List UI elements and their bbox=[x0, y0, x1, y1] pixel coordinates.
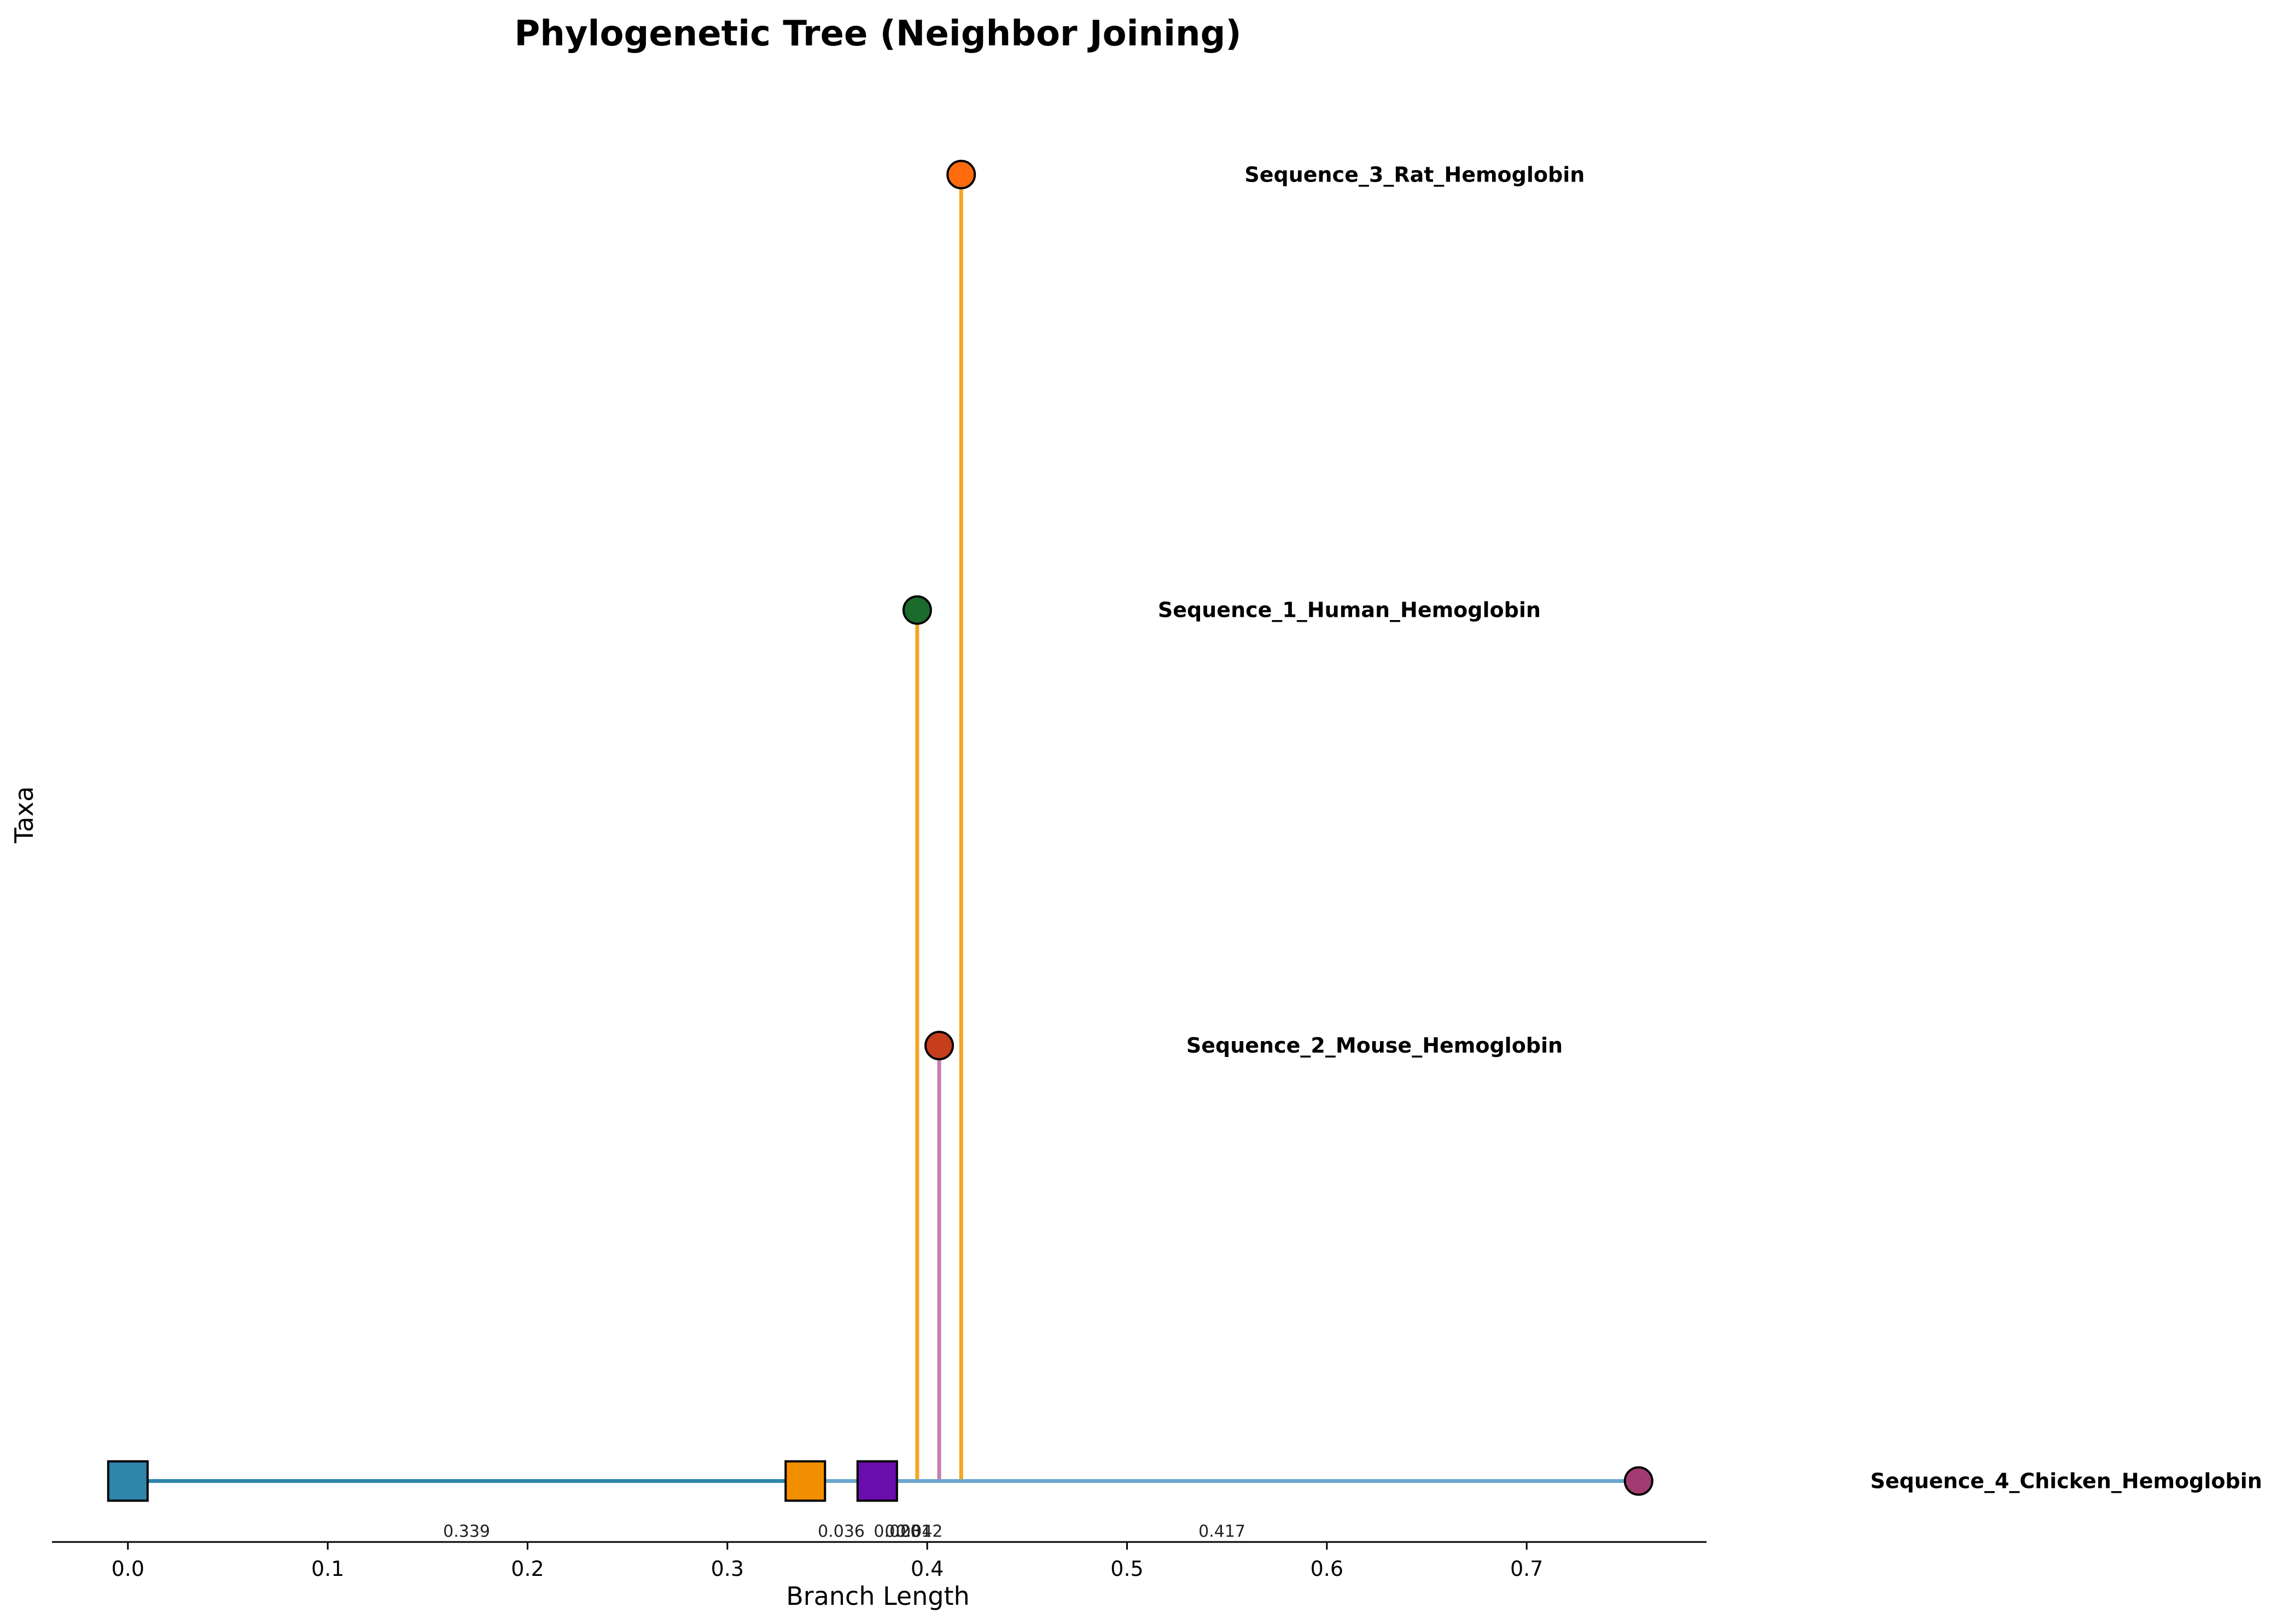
branch-length-label: 0.031 bbox=[885, 1522, 932, 1541]
leaf-labels-layer: Sequence_1_Human_Hemoglobin Sequence_2_Mo… bbox=[1158, 162, 2262, 1493]
x-tick-label: 0.3 bbox=[711, 1557, 744, 1581]
leaf-node-human bbox=[902, 595, 932, 625]
x-tick-label: 0.2 bbox=[511, 1557, 544, 1581]
leaf-label-mouse: Sequence_2_Mouse_Hemoglobin bbox=[1186, 1033, 1563, 1058]
branch-n2-human bbox=[877, 610, 919, 1483]
leaf-label-rat: Sequence_3_Rat_Hemoglobin bbox=[1244, 162, 1585, 186]
leaf-node-rat bbox=[946, 160, 976, 190]
branch-n2-mouse bbox=[877, 1045, 941, 1483]
branch-length-label: 0.339 bbox=[443, 1522, 490, 1541]
y-axis-label: Taxa bbox=[9, 786, 39, 844]
x-tick-label: 0.7 bbox=[1510, 1557, 1543, 1581]
branch-length-label: 0.042 bbox=[896, 1522, 943, 1541]
branch-length-label: 0.036 bbox=[818, 1522, 865, 1541]
edges-layer bbox=[127, 174, 1639, 1483]
internal-node-root bbox=[107, 1460, 149, 1502]
x-tick-label: 0.5 bbox=[1110, 1557, 1143, 1581]
nodes-layer bbox=[107, 160, 1653, 1502]
leaf-label-human: Sequence_1_Human_Hemoglobin bbox=[1158, 598, 1541, 622]
internal-node-n1 bbox=[784, 1460, 826, 1502]
branch-length-label: 0.020 bbox=[874, 1522, 921, 1541]
internal-node-n2 bbox=[856, 1460, 898, 1502]
chart-title: Phylogenetic Tree (Neighbor Joining) bbox=[514, 14, 1241, 54]
x-tick-label: 0.0 bbox=[112, 1557, 144, 1581]
leaf-node-mouse bbox=[924, 1031, 954, 1061]
branch-n2-rat bbox=[877, 174, 963, 1483]
branch-length-label: 0.417 bbox=[1198, 1522, 1245, 1541]
x-axis: 0.0 0.1 0.2 0.3 0.4 0.5 0.6 0.7 bbox=[52, 1541, 1707, 1581]
x-tick-label: 0.1 bbox=[311, 1557, 344, 1581]
x-tick-label: 0.4 bbox=[911, 1557, 944, 1581]
x-axis-label: Branch Length bbox=[786, 1581, 970, 1611]
leaf-node-chicken bbox=[1623, 1466, 1653, 1496]
leaf-label-chicken: Sequence_4_Chicken_Hemoglobin bbox=[1870, 1469, 2262, 1493]
x-tick-label: 0.6 bbox=[1311, 1557, 1343, 1581]
